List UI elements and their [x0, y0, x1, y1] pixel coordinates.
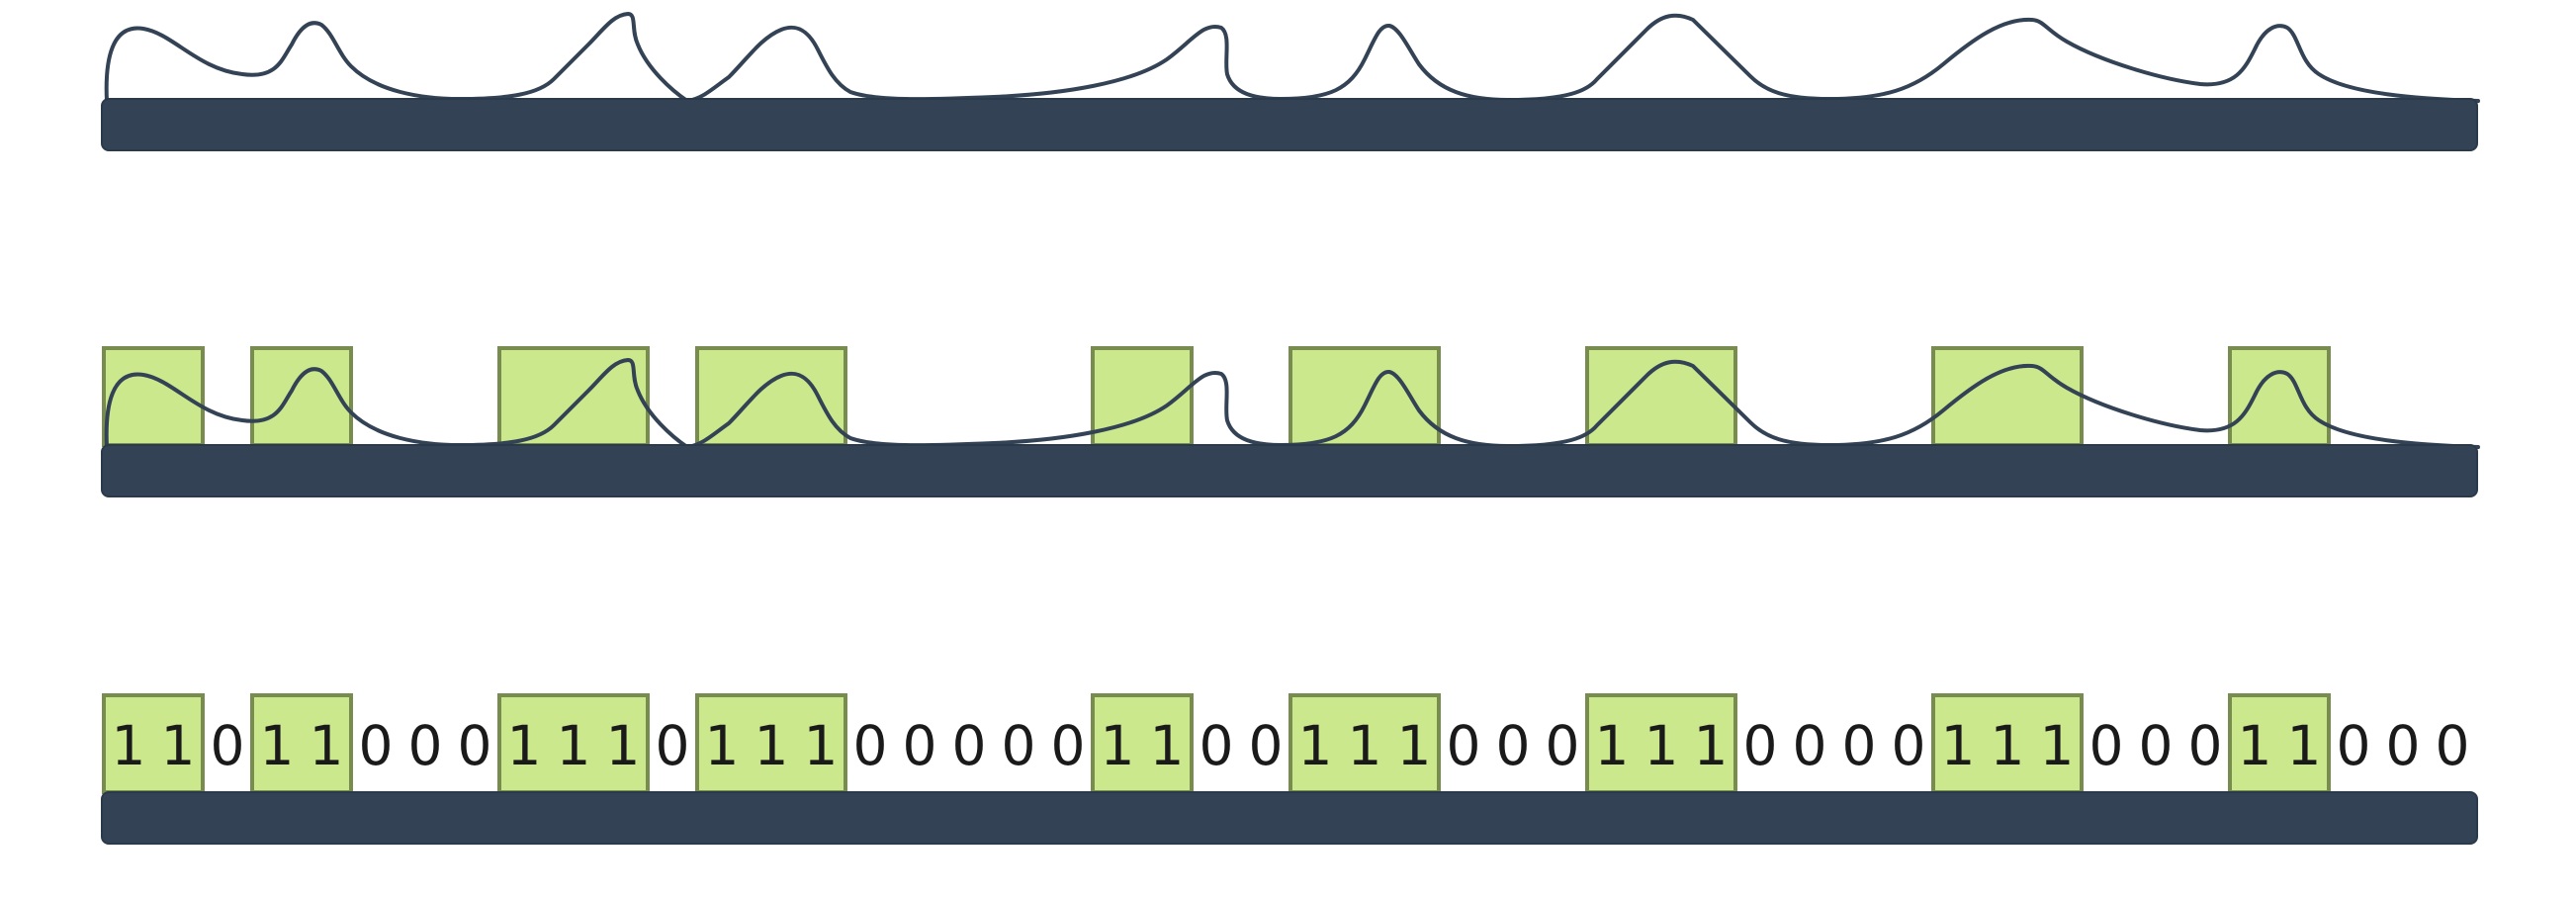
bit-label: 0	[903, 714, 937, 777]
bit-label: 0	[656, 714, 690, 777]
bit-label: 0	[458, 714, 492, 777]
bit-one-cell	[250, 346, 353, 447]
bit-label: 0	[2139, 714, 2174, 777]
bit-one-cell	[1585, 693, 1737, 794]
bit-label: 0	[1496, 714, 1531, 777]
bit-label: 0	[1743, 714, 1778, 777]
bit-label: 0	[2337, 714, 2371, 777]
bit-label: 1	[161, 714, 196, 777]
bit-label: 1	[705, 714, 740, 777]
bit-label: 1	[112, 714, 146, 777]
bit-one-cell	[695, 693, 847, 794]
baseline-bar	[101, 98, 2478, 151]
signal-waveform	[104, 12, 2480, 103]
bit-label: 1	[1150, 714, 1185, 777]
bit-label: 1	[2238, 714, 2272, 777]
bit-label: 1	[557, 714, 591, 777]
bit-label: 0	[408, 714, 443, 777]
bit-label: 0	[1892, 714, 1926, 777]
bit-label: 0	[2188, 714, 2223, 777]
bit-one-cell	[2228, 346, 2331, 447]
bit-one-cell	[2228, 693, 2331, 794]
bit-label: 0	[2436, 714, 2470, 777]
bit-one-cell	[1931, 346, 2084, 447]
bit-label: 1	[804, 714, 839, 777]
bit-label: 1	[755, 714, 789, 777]
bit-label: 1	[260, 714, 295, 777]
bit-one-cell	[1091, 693, 1194, 794]
bit-label: 0	[1002, 714, 1036, 777]
bit-label: 0	[853, 714, 888, 777]
bit-one-cell	[1585, 346, 1737, 447]
bit-label: 0	[1199, 714, 1234, 777]
bit-label: 1	[310, 714, 344, 777]
bit-label: 1	[1694, 714, 1729, 777]
bit-label: 0	[2386, 714, 2421, 777]
bit-one-cell	[1288, 346, 1441, 447]
bit-label: 1	[1298, 714, 1333, 777]
bit-label: 1	[1348, 714, 1382, 777]
bit-label: 1	[507, 714, 542, 777]
bit-one-cell	[250, 693, 353, 794]
bit-label: 1	[1101, 714, 1135, 777]
bit-label: 0	[952, 714, 987, 777]
bit-label: 0	[1793, 714, 1827, 777]
bit-label: 1	[1941, 714, 1976, 777]
bit-one-cell	[1931, 693, 2084, 794]
bit-label: 1	[1595, 714, 1630, 777]
bit-one-cell	[1288, 693, 1441, 794]
bit-label: 1	[1991, 714, 2025, 777]
signal-with-cells-row	[101, 346, 2480, 497]
bit-label: 1	[2287, 714, 2322, 777]
bit-label: 1	[1397, 714, 1432, 777]
signal-row	[101, 12, 2480, 151]
bit-one-cell	[497, 693, 650, 794]
bit-label: 0	[1546, 714, 1580, 777]
bit-label: 0	[211, 714, 245, 777]
bit-label: 0	[1842, 714, 1877, 777]
bit-label: 0	[1249, 714, 1284, 777]
baseline-bar	[101, 791, 2478, 845]
baseline-bar	[101, 444, 2478, 497]
bit-label: 1	[606, 714, 641, 777]
bit-label: 1	[2040, 714, 2075, 777]
bit-one-cell	[497, 346, 650, 447]
bit-label: 1	[1644, 714, 1679, 777]
bit-label: 0	[1447, 714, 1481, 777]
bit-label: 0	[1051, 714, 1086, 777]
bit-label: 0	[2089, 714, 2124, 777]
signal-waveform	[104, 358, 2480, 449]
bit-label: 0	[359, 714, 394, 777]
